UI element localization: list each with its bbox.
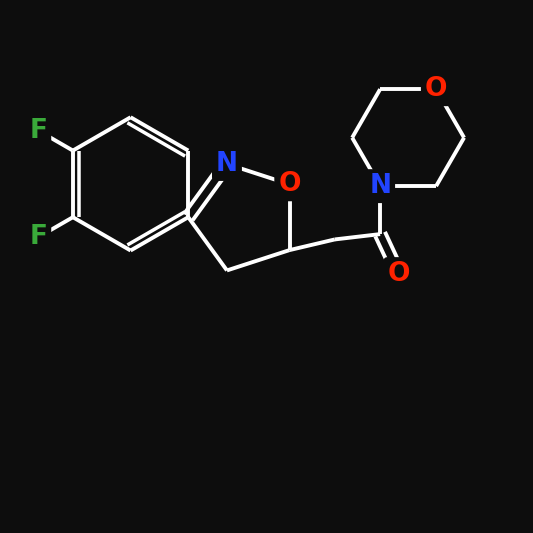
Text: O: O (278, 171, 301, 197)
Text: N: N (216, 151, 238, 177)
Text: F: F (29, 224, 47, 250)
Text: F: F (29, 118, 47, 143)
Text: N: N (369, 173, 391, 199)
Text: O: O (387, 261, 410, 287)
Text: O: O (425, 76, 447, 102)
